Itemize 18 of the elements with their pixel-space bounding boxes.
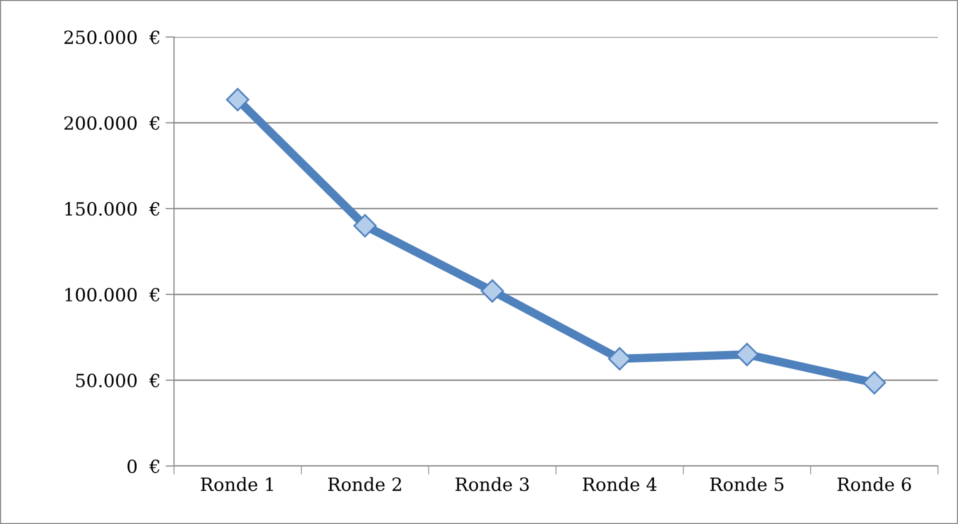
x-tick-label: Ronde 1 — [200, 477, 273, 492]
point — [608, 347, 632, 370]
y-tick-label: 150.000 € — [65, 202, 160, 216]
y-tick-label: 200.000 € — [64, 116, 160, 130]
point — [226, 88, 250, 112]
x-tick-label: Ronde 3 — [456, 477, 529, 492]
x-tick-label: Ronde 6 — [838, 477, 911, 492]
y-tick-label: 0 € — [128, 459, 160, 474]
point — [480, 279, 504, 303]
point — [353, 214, 377, 238]
y-tick-label: 50.000 € — [76, 374, 160, 388]
point — [735, 342, 759, 366]
y-tick-label: 100.000 € — [65, 288, 160, 302]
y-tick-label: 250.000 € — [64, 30, 160, 44]
x-tick-label: Ronde 4 — [582, 477, 657, 492]
x-tick-label: Ronde 2 — [328, 477, 402, 492]
point — [862, 371, 886, 394]
x-tick-label: Ronde 5 — [710, 477, 784, 492]
